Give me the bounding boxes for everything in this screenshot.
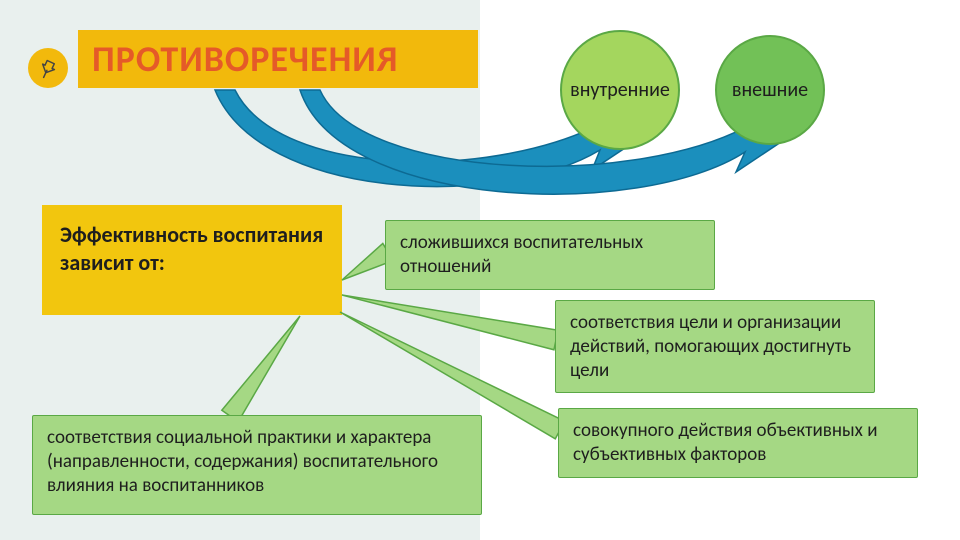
- circle-internal: внутренние: [560, 30, 680, 150]
- callout-c1: сложившихся воспитательных отношений: [385, 220, 715, 290]
- title-box: ПРОТИВОРЕЧЕНИЯ: [78, 30, 478, 88]
- circle-external: внешние: [715, 35, 825, 145]
- pin-icon: [37, 57, 59, 79]
- effectiveness-box: Эффективность воспитания зависит от:: [42, 205, 342, 315]
- callout-text: сложившихся воспитательных отношений: [400, 231, 643, 278]
- callout-text: соответствия социальной практики и харак…: [47, 426, 438, 497]
- title-text: ПРОТИВОРЕЧЕНИЯ: [92, 37, 398, 81]
- callout-c2: соответствия цели и организации действий…: [555, 300, 875, 393]
- effectiveness-text: Эффективность воспитания зависит от:: [60, 221, 323, 276]
- pin-badge: [28, 48, 68, 88]
- circle-label: внутренние: [570, 78, 670, 102]
- callout-text: соответствия цели и организации действий…: [570, 311, 851, 382]
- callout-c3: совокупного действия объективных и субъе…: [558, 408, 918, 478]
- callout-text: совокупного действия объективных и субъе…: [573, 419, 877, 466]
- circle-label: внешние: [732, 78, 808, 102]
- callout-c4: соответствия социальной практики и харак…: [32, 415, 482, 515]
